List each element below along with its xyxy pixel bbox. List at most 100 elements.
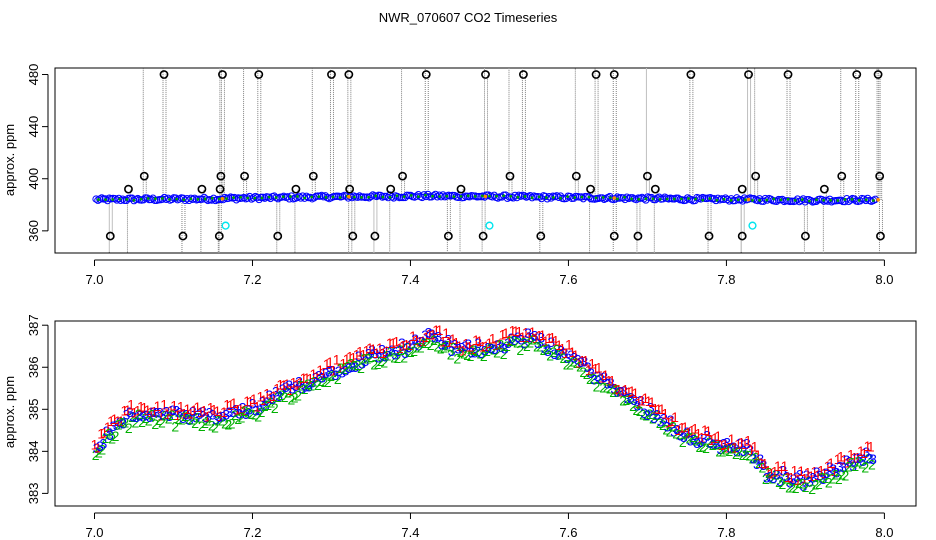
overlay-point bbox=[786, 197, 790, 201]
series-2-point: 2 bbox=[347, 355, 355, 371]
series-1-point: 1 bbox=[850, 450, 858, 466]
series-2-point: 2 bbox=[221, 416, 229, 432]
series-2-point: 2 bbox=[224, 417, 232, 433]
overlay-point bbox=[658, 198, 662, 201]
series-1-point: 1 bbox=[817, 463, 825, 479]
series-2-point: 2 bbox=[686, 430, 694, 446]
series-2-point: 2 bbox=[161, 408, 169, 424]
series-2-point: 2 bbox=[334, 371, 342, 387]
series-3-point: 3 bbox=[607, 375, 615, 391]
overlay-point bbox=[729, 198, 733, 202]
series-3-point: 3 bbox=[199, 404, 207, 420]
series-3-point: 3 bbox=[776, 473, 784, 489]
series-2-point: 2 bbox=[609, 384, 617, 400]
series-2-point: 2 bbox=[709, 437, 717, 453]
series-1-point: 1 bbox=[611, 381, 619, 397]
overlay-point bbox=[708, 197, 712, 200]
series-1-point: 1 bbox=[535, 328, 543, 344]
series-2-point: 2 bbox=[141, 410, 149, 426]
series-3-point: 3 bbox=[478, 345, 486, 361]
outlier-point bbox=[586, 184, 595, 194]
series-1-point: 1 bbox=[91, 437, 99, 453]
series-2-point: 2 bbox=[281, 389, 289, 405]
series-3-point: 3 bbox=[829, 461, 837, 477]
series-3-point: 3 bbox=[471, 345, 479, 361]
outlier-point bbox=[348, 231, 358, 241]
baseline-point bbox=[376, 191, 385, 200]
series-1-point: 1 bbox=[253, 399, 261, 415]
series-3-point: 3 bbox=[139, 409, 147, 425]
series-2-point: 2 bbox=[493, 344, 501, 360]
series-2-point: 2 bbox=[324, 374, 332, 390]
series-2-point: 2 bbox=[656, 415, 664, 431]
series-3-point: 3 bbox=[650, 410, 658, 426]
series-2-point: 2 bbox=[132, 415, 140, 431]
series-1-point: 1 bbox=[608, 373, 616, 389]
series-1-point: 1 bbox=[266, 390, 274, 406]
baseline-point bbox=[681, 196, 690, 204]
series-3-point: 3 bbox=[249, 396, 257, 412]
series-2-point: 2 bbox=[92, 447, 100, 463]
overlay-point bbox=[573, 196, 577, 199]
series-3-point: 3 bbox=[620, 383, 628, 399]
series-1-point: 1 bbox=[791, 462, 799, 478]
series-1-point: 1 bbox=[625, 384, 633, 400]
baseline-point bbox=[526, 192, 534, 200]
baseline-point bbox=[407, 191, 415, 200]
series-2-point: 2 bbox=[264, 397, 272, 413]
series-1-point: 1 bbox=[698, 429, 706, 445]
outlier-point bbox=[505, 171, 515, 181]
overlay-point bbox=[125, 197, 129, 201]
series-1-point: 1 bbox=[811, 463, 819, 479]
series-3-point: 3 bbox=[464, 336, 472, 352]
series-3-point: 3 bbox=[302, 378, 310, 394]
series-1-point: 1 bbox=[738, 435, 746, 451]
series-1-point: 1 bbox=[306, 371, 314, 387]
baseline-point bbox=[797, 196, 806, 205]
series-3-point: 3 bbox=[717, 441, 725, 457]
series-3-point: 3 bbox=[547, 334, 555, 350]
overlay-point bbox=[736, 198, 740, 202]
outlier-point bbox=[783, 70, 793, 79]
series-1-point: 1 bbox=[628, 383, 636, 399]
series-1-point: 1 bbox=[290, 375, 298, 391]
figure-title: NWR_070607 CO2 Timeseries bbox=[379, 10, 558, 25]
overlay-point bbox=[395, 194, 399, 198]
bottom-panel: 383 384 385 386 387 7.0 7.2 7.4 7.6 7.8 8.0 appro… bbox=[2, 314, 917, 540]
series-3-point: 3 bbox=[381, 349, 389, 365]
series-1-point: 1 bbox=[724, 440, 732, 456]
series-3-point: 3 bbox=[491, 341, 499, 357]
series-2-point: 2 bbox=[112, 428, 120, 444]
series-1-point: 1 bbox=[280, 377, 288, 393]
series-1-point: 1 bbox=[237, 400, 245, 416]
overlay-point bbox=[310, 195, 314, 199]
series-1-point: 1 bbox=[174, 407, 182, 423]
series-1-point: 1 bbox=[635, 395, 643, 411]
baseline-point bbox=[598, 194, 606, 202]
series-3-point: 3 bbox=[508, 330, 516, 346]
series-3-point: 3 bbox=[564, 350, 572, 366]
series-2-point: 2 bbox=[739, 447, 747, 463]
series-2-point: 2 bbox=[218, 413, 226, 429]
overlay-point bbox=[431, 194, 434, 198]
series-3-point: 3 bbox=[746, 442, 754, 458]
series-3-point: 3 bbox=[541, 340, 549, 356]
series-3-point: 3 bbox=[232, 401, 240, 417]
series-1-point: 1 bbox=[343, 351, 351, 367]
overlay-point bbox=[381, 195, 385, 199]
y-tick-label: 383 bbox=[26, 483, 41, 505]
series-2-point: 2 bbox=[812, 477, 820, 493]
series-3-point: 3 bbox=[683, 424, 691, 440]
series-2-point: 2 bbox=[344, 358, 352, 374]
overlay-point bbox=[246, 196, 250, 200]
overlay-point bbox=[274, 196, 278, 199]
series-3-point: 3 bbox=[600, 369, 608, 385]
series-1-point: 1 bbox=[383, 343, 391, 359]
series-1-point: 1 bbox=[223, 397, 231, 413]
series-3-point: 3 bbox=[660, 410, 668, 426]
outlier-point bbox=[308, 171, 318, 181]
overlay-point bbox=[822, 198, 825, 202]
baseline-point bbox=[807, 196, 815, 205]
series-2-point: 2 bbox=[321, 374, 329, 390]
series-2-point: 2 bbox=[785, 480, 793, 496]
